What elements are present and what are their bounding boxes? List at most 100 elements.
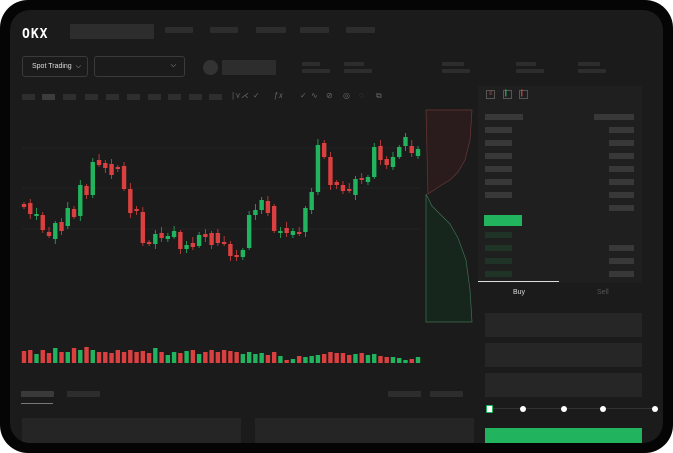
candle bbox=[78, 185, 83, 216]
tab-order-history[interactable] bbox=[67, 391, 100, 397]
candle bbox=[253, 210, 258, 215]
book-header-price bbox=[485, 114, 523, 120]
volume-bar bbox=[59, 352, 64, 363]
volume-bar bbox=[347, 355, 352, 363]
candle bbox=[284, 228, 289, 233]
candle bbox=[315, 145, 321, 192]
slider-track[interactable] bbox=[488, 408, 656, 409]
filter-button[interactable] bbox=[388, 391, 421, 397]
timeframe-button[interactable] bbox=[42, 94, 55, 100]
nav-item[interactable] bbox=[346, 27, 375, 33]
candle bbox=[390, 157, 396, 167]
candle bbox=[59, 222, 64, 231]
tab-open-orders[interactable] bbox=[21, 391, 54, 397]
candle bbox=[153, 234, 158, 244]
volume-bar bbox=[253, 354, 258, 363]
volume-bar bbox=[78, 350, 83, 363]
settings-icon[interactable]: ◌ bbox=[359, 91, 364, 100]
timeframe-button[interactable] bbox=[106, 94, 119, 100]
target-icon[interactable]: ◎ bbox=[343, 91, 350, 100]
volume-bar bbox=[65, 352, 70, 363]
candle bbox=[290, 231, 296, 235]
volume-bar bbox=[140, 351, 146, 363]
buy-button[interactable] bbox=[485, 428, 642, 443]
nav-item[interactable] bbox=[210, 27, 238, 33]
volume-bar bbox=[384, 357, 389, 363]
volume-bar bbox=[178, 353, 183, 363]
check-tool-icon[interactable]: ✓ bbox=[253, 91, 260, 100]
volume-bar bbox=[303, 357, 308, 363]
slider-handle[interactable] bbox=[486, 405, 493, 413]
volume-bar bbox=[265, 355, 271, 363]
order-book: ≡ ▎ ▎ bbox=[478, 86, 642, 283]
candle bbox=[190, 243, 196, 247]
total-input[interactable] bbox=[485, 373, 642, 397]
timeframe-button[interactable] bbox=[189, 94, 202, 100]
tab-sell[interactable]: Sell bbox=[597, 289, 609, 296]
price-input[interactable] bbox=[485, 313, 642, 337]
candle bbox=[46, 232, 52, 236]
fullscreen-icon[interactable]: ⧉ bbox=[376, 91, 382, 100]
slider-step[interactable] bbox=[652, 406, 658, 412]
market-select[interactable]: Spot Trading ⌵ bbox=[22, 56, 88, 77]
active-tab-indicator bbox=[478, 281, 559, 282]
orders-card bbox=[255, 418, 474, 443]
nav-item[interactable] bbox=[300, 27, 329, 33]
candle bbox=[246, 215, 252, 248]
slider-step[interactable] bbox=[520, 406, 526, 412]
slider-step[interactable] bbox=[600, 406, 606, 412]
depth-asks bbox=[425, 109, 473, 195]
candle bbox=[96, 160, 102, 165]
price-chart[interactable] bbox=[10, 10, 663, 443]
check-tool-icon[interactable]: ✓ bbox=[300, 91, 307, 100]
volume-bar bbox=[359, 353, 364, 363]
ask-price bbox=[485, 140, 512, 146]
volume-bar bbox=[397, 358, 402, 363]
candle bbox=[271, 206, 277, 231]
candle bbox=[384, 159, 389, 165]
tab-buy[interactable]: Buy bbox=[513, 289, 526, 296]
nav-item[interactable] bbox=[165, 27, 193, 33]
timeframe-button[interactable] bbox=[127, 94, 140, 100]
pencil-icon[interactable]: ⊘ bbox=[326, 91, 333, 100]
volume-bar bbox=[215, 352, 221, 363]
volume-bar bbox=[315, 355, 321, 363]
volume-bar bbox=[340, 353, 346, 363]
candle bbox=[296, 232, 302, 234]
candle bbox=[340, 185, 346, 191]
wave-icon[interactable]: ∿ bbox=[311, 91, 318, 100]
volume-bar bbox=[203, 352, 208, 363]
volume-bar bbox=[246, 352, 252, 363]
volume-bar bbox=[128, 350, 133, 363]
line-tool-icon[interactable]: ⋎⋌ bbox=[235, 91, 249, 100]
candle bbox=[265, 201, 271, 213]
ask-amount bbox=[609, 140, 634, 146]
orders-card bbox=[22, 418, 241, 443]
amount-input[interactable] bbox=[485, 343, 642, 367]
chevron-down-icon: ⌵ bbox=[75, 63, 81, 70]
indicator-icon[interactable]: ƒ𝑥 bbox=[274, 91, 283, 100]
timeframe-button[interactable] bbox=[148, 94, 161, 100]
timeframe-button[interactable] bbox=[168, 94, 181, 100]
slider-step[interactable] bbox=[561, 406, 567, 412]
timeframe-button[interactable] bbox=[22, 94, 35, 100]
orderbook-bids-icon[interactable]: ▎ bbox=[503, 90, 512, 99]
search-bar[interactable] bbox=[70, 24, 154, 39]
volume-bar bbox=[328, 352, 333, 363]
orderbook-asks-icon[interactable]: ▎ bbox=[519, 90, 528, 99]
pair-select[interactable]: ⌵ bbox=[94, 56, 185, 77]
ask-amount bbox=[609, 127, 634, 133]
volume-bar bbox=[28, 350, 33, 363]
candle bbox=[103, 163, 108, 168]
volume-bar bbox=[121, 352, 127, 363]
candle bbox=[184, 245, 189, 249]
candle bbox=[146, 242, 152, 244]
filter-button[interactable] bbox=[430, 391, 463, 397]
timeframe-button[interactable] bbox=[209, 94, 222, 100]
orderbook-both-icon[interactable]: ≡ bbox=[486, 90, 495, 99]
timeframe-button[interactable] bbox=[85, 94, 98, 100]
nav-item[interactable] bbox=[256, 27, 286, 33]
volume-bar bbox=[321, 354, 327, 363]
volume-bar bbox=[403, 360, 408, 363]
timeframe-button[interactable] bbox=[63, 94, 76, 100]
